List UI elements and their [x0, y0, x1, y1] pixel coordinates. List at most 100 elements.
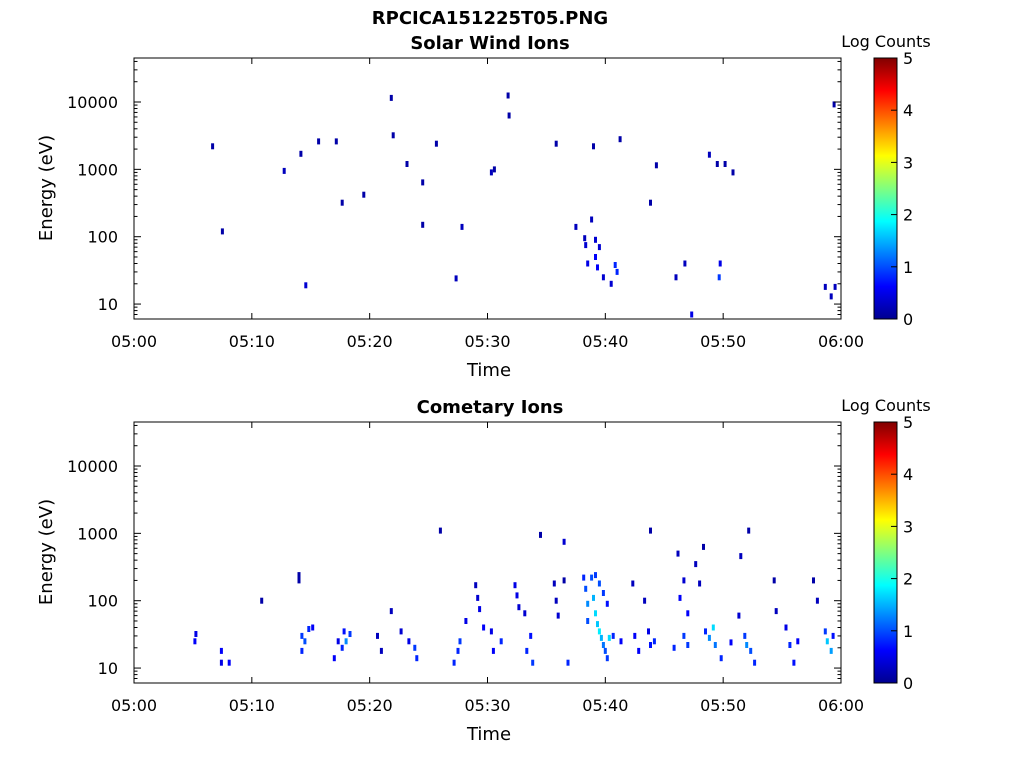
heatmap-cell [672, 644, 676, 651]
heatmap-cell [489, 169, 493, 176]
heatmap-cell [792, 659, 796, 666]
plot-area [133, 421, 842, 684]
heatmap-cell [194, 631, 198, 637]
x-tick-label: 06:00 [818, 332, 864, 351]
heatmap-cell [649, 199, 652, 206]
heatmap-cell [686, 610, 690, 617]
heatmap-cell [633, 632, 637, 639]
colorbar-tick-label: 4 [903, 101, 913, 120]
heatmap-cell [586, 260, 590, 267]
heatmap-cell [678, 594, 682, 601]
x-axis-label: Time [466, 724, 511, 745]
heatmap-cell [303, 638, 307, 645]
x-tick-label: 05:00 [111, 696, 157, 715]
heatmap-cell [523, 610, 527, 617]
heatmap-cell [605, 600, 609, 607]
x-axis-label: Time [466, 360, 511, 381]
heatmap-cell [227, 659, 231, 666]
heatmap-cell [407, 638, 411, 645]
y-tick-label: 10 [98, 659, 118, 678]
heatmap-cell [421, 179, 425, 186]
heatmap-cell [300, 632, 304, 639]
heatmap-cell [707, 151, 711, 158]
heatmap-cell [554, 597, 558, 604]
colorbar-ticks: 0 1 2 3 4 5 [891, 49, 913, 329]
heatmap-cell [686, 642, 690, 648]
heatmap-cell [299, 150, 303, 157]
heatmap-cell [458, 638, 462, 645]
heatmap-cell [220, 228, 224, 235]
heatmap-cell [399, 628, 403, 635]
heatmap-cell [743, 632, 747, 639]
heatmap-cell [311, 624, 315, 631]
heatmap-cell [829, 293, 833, 300]
x-tick-label: 05:50 [700, 696, 746, 715]
heatmap-cell [594, 254, 597, 260]
heatmap-cell [379, 647, 383, 654]
heatmap-cell [711, 624, 715, 631]
colorbar-tick-label: 3 [903, 517, 913, 536]
heatmap-cell [774, 608, 778, 615]
heatmap-cell [637, 647, 641, 654]
figure-title: RPCICA151225T05.PNG [371, 8, 609, 29]
heatmap-cell [342, 628, 346, 635]
heatmap-cell [723, 161, 727, 167]
heatmap-cell [812, 577, 815, 584]
heatmap-cell [654, 162, 658, 169]
heatmap-cell [413, 644, 417, 651]
heatmap-cell [594, 572, 597, 579]
x-tick-label: 05:30 [464, 332, 510, 351]
colorbar-tick-label: 3 [903, 153, 913, 172]
heatmap-cell [737, 612, 741, 619]
heatmap-cell [304, 282, 308, 289]
heatmap-cell [745, 642, 749, 648]
y-tick-label: 100 [87, 592, 118, 611]
y-tick-label: 100 [87, 228, 118, 247]
heatmap-cell [492, 166, 496, 173]
heatmap-cell [340, 199, 344, 206]
panel-cometary: Cometary Ions 05:00 05:10 05:20 05:30 05:40 0… [36, 396, 931, 745]
heatmap-cell [590, 574, 594, 581]
heatmap-cell [601, 590, 605, 596]
y-tick-label: 1000 [77, 524, 118, 543]
heatmap-cell [525, 647, 529, 654]
heatmap-cell [796, 638, 800, 645]
heatmap-cell [454, 275, 458, 282]
heatmap-cell [515, 592, 519, 599]
heatmap-cell [592, 594, 595, 601]
heatmap-cell [833, 283, 837, 290]
heatmap-cell [749, 647, 753, 654]
y-tick-label: 10000 [67, 93, 118, 112]
heatmap-cell [344, 638, 348, 645]
heatmap-cell [605, 655, 609, 662]
heatmap-cell [539, 531, 542, 538]
heatmap-cell [718, 260, 722, 267]
heatmap-cell [753, 659, 757, 666]
heatmap-cells [211, 92, 837, 318]
heatmap-cell [788, 642, 792, 648]
heatmap-cell [507, 112, 511, 119]
colorbar-tick-label: 1 [903, 622, 913, 641]
heatmap-cell [391, 132, 395, 139]
axes: 05:00 05:10 05:20 05:30 05:40 05:50 06:00 10 100… [67, 58, 864, 351]
heatmap-cell [529, 632, 533, 639]
heatmap-cell [334, 138, 338, 145]
colorbar-tick-label: 0 [903, 310, 913, 329]
heatmap-cell [784, 624, 788, 631]
heatmap-cell [702, 543, 705, 550]
heatmap-cell [609, 280, 613, 287]
colorbar [873, 421, 898, 684]
colorbar [873, 57, 898, 320]
heatmap-cell [211, 143, 215, 150]
heatmap-cell [389, 94, 393, 101]
heatmap-cell [405, 161, 409, 167]
heatmap-cell [596, 264, 599, 271]
heatmap-cell [517, 604, 521, 611]
heatmap-cell [652, 638, 656, 645]
heatmap-cell [438, 527, 442, 534]
heatmap-cell [731, 169, 735, 176]
colorbar-ticks: 0 1 2 3 4 5 [891, 413, 913, 693]
heatmap-cell [815, 597, 819, 604]
panel-solar-wind: Solar Wind Ions 05:00 05:10 05:20 05:30 05:4… [36, 32, 931, 381]
